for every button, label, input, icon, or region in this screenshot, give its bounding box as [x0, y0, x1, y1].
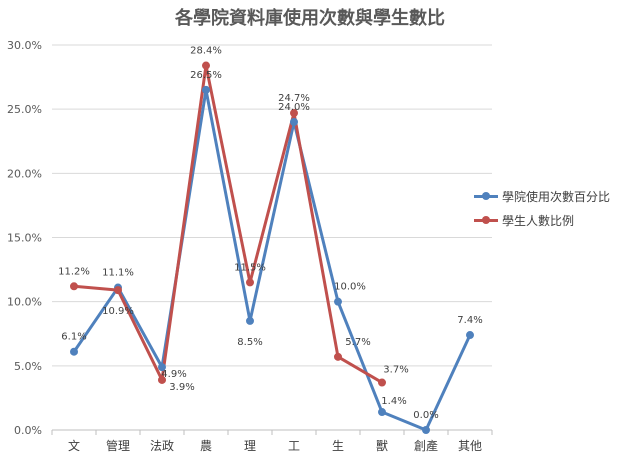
x-tick-label: 農 [200, 439, 212, 453]
x-tick-label: 工 [288, 439, 300, 453]
series-line-0 [72, 88, 472, 432]
data-label: 4.9% [161, 369, 186, 380]
data-label: 11.1% [102, 268, 134, 279]
data-label: 5.7% [345, 337, 370, 348]
data-label: 26.5% [190, 70, 222, 81]
data-label: 7.4% [457, 315, 482, 326]
x-tick-label: 其他 [458, 439, 482, 453]
y-tick-label: 5.0% [14, 360, 42, 373]
y-tick-label: 0.0% [14, 424, 42, 437]
legend-item-students: 學生人數比例 [474, 208, 610, 232]
data-label: 10.0% [334, 282, 366, 293]
chart-title: 各學院資料庫使用次數與學生數比 [175, 8, 445, 29]
series-1-point [290, 109, 298, 118]
data-label: 8.5% [237, 337, 262, 348]
data-label: 24.7% [278, 93, 310, 104]
series-0-point [202, 85, 210, 94]
chart-legend: 學院使用次數百分比 學生人數比例 [474, 184, 610, 232]
series-line-1 [72, 64, 384, 385]
series-1-point [114, 286, 122, 295]
y-tick-label: 10.0% [7, 296, 42, 309]
series-0-point [246, 316, 254, 325]
x-tick-label: 創產 [414, 438, 438, 453]
data-label: 11.5% [234, 262, 266, 273]
series-1-point [334, 352, 342, 361]
x-tick-label: 生 [332, 439, 344, 453]
series-1-point [70, 282, 78, 291]
series-1-point [158, 375, 166, 384]
y-tick-label: 15.0% [7, 232, 42, 245]
series-0-point [70, 347, 78, 356]
series-0-point [290, 118, 298, 126]
x-tick-label: 理 [244, 439, 256, 453]
data-label: 6.1% [61, 332, 86, 343]
data-label: 1.4% [381, 396, 406, 407]
x-tick-label: 管理 [106, 438, 130, 453]
y-tick-label: 25.0% [7, 103, 42, 116]
series-0-point [466, 331, 474, 340]
series-1-point [202, 61, 210, 70]
legend-swatch-usage [474, 190, 498, 202]
series-1-point [378, 378, 386, 387]
x-tick-label: 法政 [150, 439, 174, 453]
legend-label-students: 學生人數比例 [502, 213, 575, 228]
y-tick-label: 30.0% [7, 39, 42, 52]
data-label: 10.9% [102, 306, 134, 317]
legend-item-usage: 學院使用次數百分比 [474, 184, 610, 208]
series-1-point [246, 278, 254, 287]
x-tick-label: 文 [68, 438, 80, 453]
series-0-point [158, 363, 166, 372]
series-0-point [334, 297, 342, 306]
data-label: 24.0% [278, 102, 310, 113]
series-0-point [422, 426, 430, 434]
series-0-point [378, 408, 386, 417]
data-label: 0.0% [413, 410, 438, 421]
x-tick-label: 獸 [376, 439, 388, 453]
data-label: 11.2% [58, 266, 90, 277]
y-tick-label: 20.0% [7, 167, 42, 180]
legend-swatch-students [474, 214, 498, 226]
data-label: 3.9% [169, 382, 194, 393]
legend-label-usage: 學院使用次數百分比 [502, 189, 611, 204]
data-label: 3.7% [383, 365, 408, 376]
data-label: 28.4% [190, 46, 222, 57]
